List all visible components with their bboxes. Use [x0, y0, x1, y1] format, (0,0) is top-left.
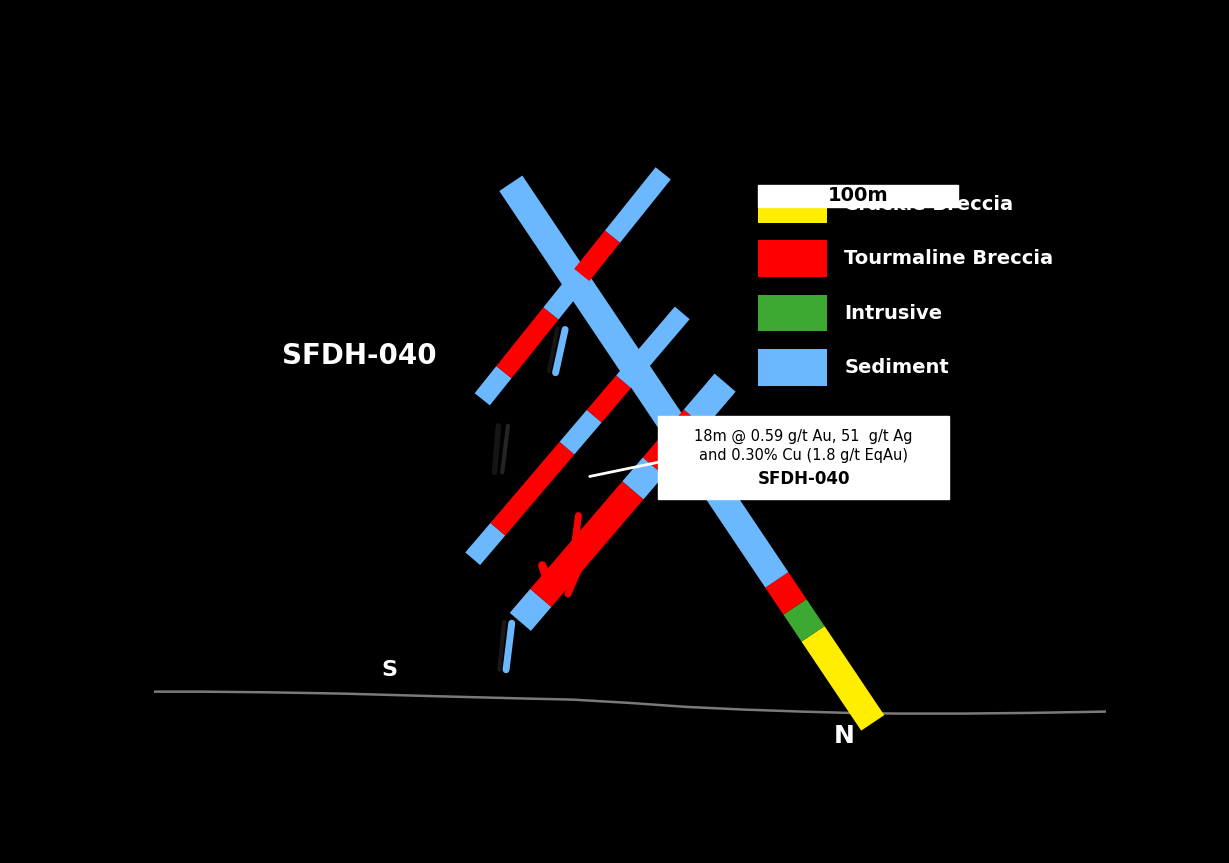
Bar: [758, 185, 959, 206]
Text: SFDH-040: SFDH-040: [757, 469, 850, 488]
Bar: [758, 350, 827, 386]
Text: 100m: 100m: [828, 186, 889, 205]
FancyBboxPatch shape: [659, 416, 949, 499]
Text: S: S: [382, 659, 398, 680]
Text: N: N: [833, 724, 854, 748]
Bar: [758, 241, 827, 277]
Text: SFDH-040: SFDH-040: [283, 342, 436, 370]
Text: Crackle Breccia: Crackle Breccia: [844, 195, 1013, 214]
Text: Intrusive: Intrusive: [844, 304, 943, 323]
Text: 18m @ 0.59 g/t Au, 51  g/t Ag
and 0.30% Cu (1.8 g/t EqAu): 18m @ 0.59 g/t Au, 51 g/t Ag and 0.30% C…: [694, 428, 913, 463]
Text: Sediment: Sediment: [844, 358, 949, 377]
Bar: [758, 186, 827, 223]
Bar: [758, 295, 827, 331]
Text: Tourmaline Breccia: Tourmaline Breccia: [844, 249, 1053, 268]
